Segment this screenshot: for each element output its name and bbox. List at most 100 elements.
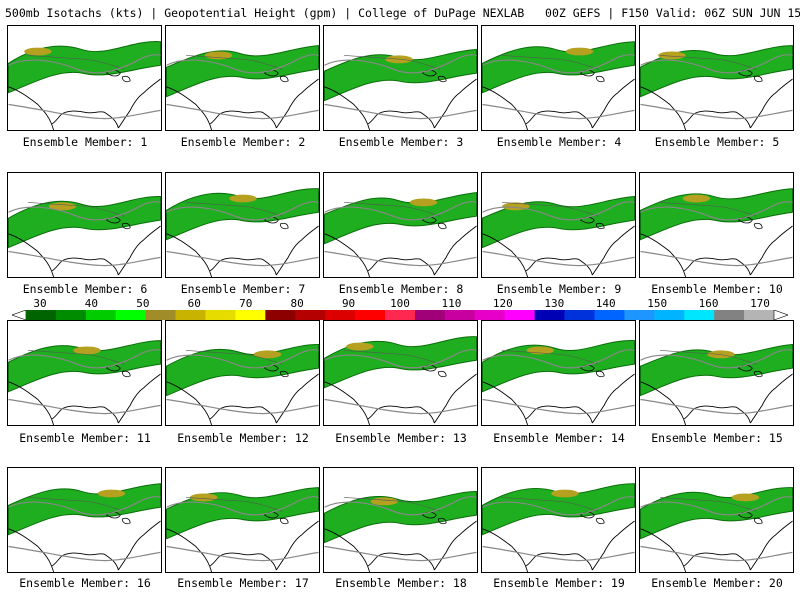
jet-core-maximum bbox=[565, 47, 594, 56]
ensemble-member-map bbox=[323, 467, 478, 573]
colorbar-segment bbox=[654, 310, 685, 320]
colorbar-segment bbox=[85, 310, 117, 320]
colorbar-tick-label: 70 bbox=[239, 297, 253, 310]
colorbar-segment bbox=[325, 310, 356, 320]
jet-core-maximum bbox=[229, 194, 257, 203]
ensemble-member-label: Ensemble Member: 9 bbox=[496, 282, 622, 296]
colorbar-tick-label: 100 bbox=[390, 297, 410, 310]
jet-stream-band bbox=[166, 188, 319, 240]
coast-line bbox=[8, 520, 161, 572]
ensemble-member-label: Ensemble Member: 8 bbox=[338, 282, 464, 296]
jet-stream-band bbox=[8, 483, 161, 535]
colorbar-tick-label: 110 bbox=[441, 297, 462, 310]
ensemble-member-map bbox=[639, 172, 794, 278]
jet-stream-band bbox=[640, 344, 793, 396]
jet-stream-band bbox=[640, 188, 793, 240]
coast-line bbox=[166, 225, 319, 277]
jet-stream-outline bbox=[324, 49, 477, 102]
isotach-map bbox=[482, 41, 635, 130]
ensemble-member-label: Ensemble Member: 12 bbox=[177, 431, 309, 445]
isotach-map bbox=[482, 340, 635, 425]
colorbar-segment bbox=[55, 310, 87, 320]
jet-stream-outline bbox=[324, 336, 477, 389]
isotach-map bbox=[8, 41, 161, 130]
height-contour-line bbox=[482, 349, 635, 415]
jet-stream-outline bbox=[324, 192, 477, 245]
isotach-map bbox=[8, 483, 161, 572]
page-title: 500mb Isotachs (kts) | Geopotential Heig… bbox=[5, 6, 800, 20]
colorbar-tick-label: 30 bbox=[33, 297, 47, 310]
ensemble-member-label: Ensemble Member: 19 bbox=[493, 576, 625, 590]
jet-core-maximum bbox=[190, 493, 218, 502]
ensemble-member-map bbox=[481, 467, 636, 573]
ensemble-member-map bbox=[323, 172, 478, 278]
colorbar-tick-label: 160 bbox=[698, 297, 719, 310]
height-contour-line bbox=[8, 496, 161, 562]
coast-line bbox=[482, 78, 635, 130]
jet-stream-outline bbox=[482, 483, 635, 536]
isotach-map bbox=[482, 196, 635, 277]
coast-line bbox=[8, 373, 161, 425]
jet-core-maximum bbox=[682, 194, 711, 203]
coast-line bbox=[324, 78, 477, 130]
height-contour-line bbox=[482, 201, 635, 267]
coast-line bbox=[640, 78, 793, 130]
colorbar-segment bbox=[594, 310, 625, 320]
coast-line bbox=[8, 78, 161, 130]
coast-line bbox=[640, 520, 793, 572]
ensemble-member-label: Ensemble Member: 20 bbox=[651, 576, 783, 590]
jet-stream-outline bbox=[482, 340, 635, 393]
coast-line bbox=[482, 373, 635, 425]
colorbar-segment bbox=[534, 310, 565, 320]
isotach-map bbox=[166, 45, 319, 130]
colorbar-segment bbox=[145, 310, 176, 320]
coast-line bbox=[324, 225, 477, 277]
colorbar-segment bbox=[444, 310, 476, 320]
colorbar-tick-label: 90 bbox=[341, 297, 356, 310]
jet-core-maximum bbox=[551, 489, 579, 498]
colorbar-tick-label: 130 bbox=[544, 297, 565, 310]
ensemble-member-map bbox=[481, 320, 636, 426]
jet-stream-outline bbox=[640, 45, 793, 98]
isotach-map bbox=[166, 188, 319, 277]
colorbar-segment bbox=[175, 310, 206, 320]
jet-stream-outline bbox=[166, 487, 319, 540]
isotach-map bbox=[8, 196, 161, 277]
ensemble-member-label: Ensemble Member: 7 bbox=[180, 282, 306, 296]
colorbar-segment bbox=[414, 310, 446, 320]
colorbar-tick-label: 140 bbox=[595, 297, 616, 310]
ensemble-member-label: Ensemble Member: 16 bbox=[19, 576, 151, 590]
jet-stream-outline bbox=[166, 188, 319, 241]
jet-stream-band bbox=[166, 344, 319, 396]
isotach-map bbox=[166, 344, 319, 425]
ensemble-member-label: Ensemble Member: 11 bbox=[19, 431, 151, 445]
jet-stream-outline bbox=[8, 483, 161, 536]
jet-stream-band bbox=[324, 336, 477, 388]
colorbar-segment bbox=[205, 310, 236, 320]
ensemble-member-label: Ensemble Member: 3 bbox=[338, 135, 464, 149]
ensemble-member-label: Ensemble Member: 10 bbox=[651, 282, 783, 296]
ensemble-member-map bbox=[165, 467, 320, 573]
isotach-map bbox=[482, 483, 635, 572]
ensemble-member-label: Ensemble Member: 18 bbox=[335, 576, 467, 590]
coast-line bbox=[640, 225, 793, 277]
jet-core-maximum bbox=[253, 350, 282, 359]
height-contour-line bbox=[324, 349, 477, 415]
jet-stream-outline bbox=[640, 188, 793, 241]
ensemble-member-map bbox=[323, 320, 478, 426]
jet-stream-outline bbox=[8, 196, 161, 249]
colorbar-segment bbox=[26, 310, 57, 320]
ensemble-member-map bbox=[7, 467, 162, 573]
isotach-map bbox=[166, 487, 319, 572]
jet-stream-band bbox=[482, 41, 635, 93]
jet-stream-outline bbox=[482, 41, 635, 94]
ensemble-member-label: Ensemble Member: 6 bbox=[22, 282, 148, 296]
coast-line bbox=[324, 373, 477, 425]
isotach-map bbox=[324, 491, 477, 572]
ensemble-member-map bbox=[7, 172, 162, 278]
jet-stream-outline bbox=[8, 41, 161, 94]
isotach-map bbox=[640, 45, 793, 130]
colorbar-tick-label: 150 bbox=[647, 297, 668, 310]
colorbar-segment bbox=[684, 310, 715, 320]
jet-stream-band bbox=[324, 491, 477, 543]
